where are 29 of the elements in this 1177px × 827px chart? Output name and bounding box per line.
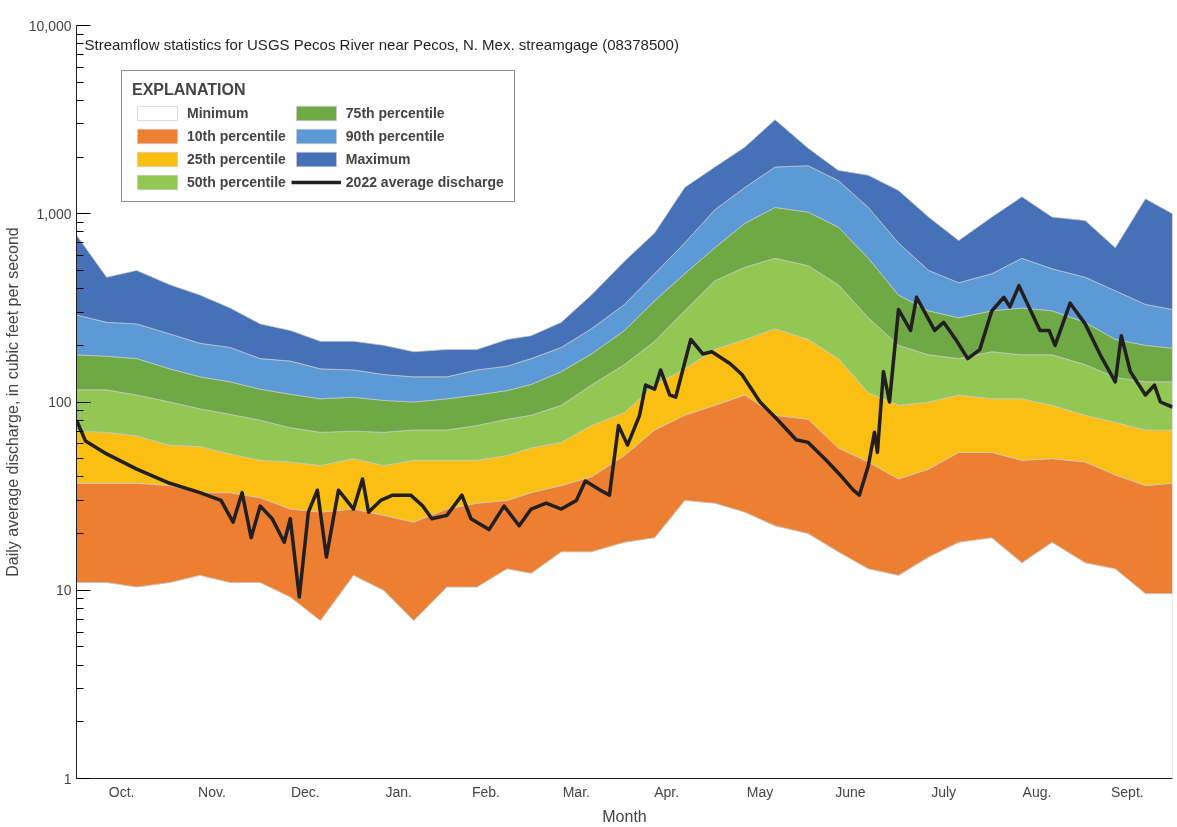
x-tick-label: Dec. [290, 783, 320, 800]
x-tick-label: Jan. [385, 783, 412, 800]
y-tick-label: 1,000 [36, 205, 72, 222]
y-axis-title: Daily average discharge, in cubic feet per second [3, 227, 21, 577]
legend-title: EXPLANATION [132, 81, 247, 99]
legend-label: Minimum [187, 105, 249, 121]
x-tick-label: Oct. [108, 783, 135, 800]
x-tick-label: July [931, 783, 957, 800]
x-axis-title: Month [602, 807, 647, 825]
x-tick-label: Aug. [1022, 783, 1052, 800]
y-tick-label: 10 [55, 582, 72, 599]
x-tick-label: Feb. [471, 783, 500, 800]
legend-label: 10th percentile [187, 128, 286, 144]
x-tick-label: Sept. [1110, 783, 1144, 800]
x-tick-label: June [835, 783, 866, 800]
y-tick-label: 100 [48, 394, 72, 410]
legend-label: 50th percentile [187, 174, 286, 190]
x-tick-label: Apr. [654, 783, 680, 800]
y-tick-label: 10,000 [28, 17, 72, 34]
x-tick-label: Mar. [562, 783, 590, 800]
text: Streamflow statistics for USGS Pecos River near Pecos, N. Mex. streamgage (08378500) [84, 35, 679, 53]
legend-label: 90th percentile [345, 128, 445, 144]
legend-label: 25th percentile [187, 151, 286, 167]
y-tick-label: 1 [63, 770, 72, 787]
x-tick-label: May [746, 783, 774, 800]
x-tick-label: Nov. [198, 783, 226, 800]
legend-label: 75th percentile [345, 105, 445, 121]
legend-label: 2022 average discharge [345, 174, 504, 190]
legend-label: Maximum [345, 151, 411, 167]
